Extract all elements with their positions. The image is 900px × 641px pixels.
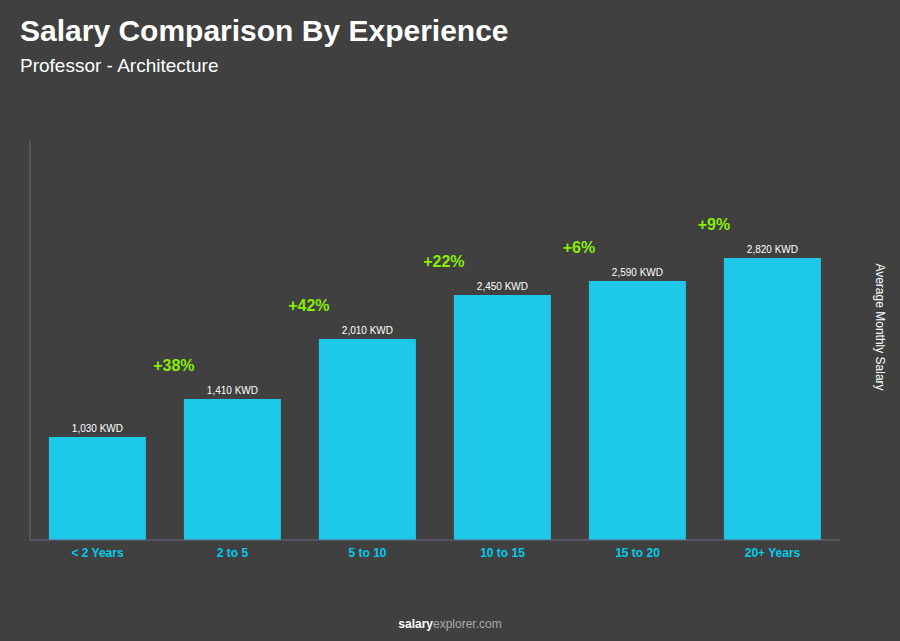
- svg-text:+6%: +6%: [563, 239, 595, 256]
- svg-text:< 2 Years: < 2 Years: [71, 546, 123, 560]
- html-text:Average Monthly Salary: Average Monthly Salary: [873, 263, 887, 391]
- svg-text:2,450 KWD: 2,450 KWD: [477, 281, 528, 292]
- svg-text:+22%: +22%: [423, 253, 464, 270]
- html-text:Salary Comparison By Experienc: Salary Comparison By Experience: [20, 14, 509, 47]
- svg-text:15 to 20: 15 to 20: [615, 546, 660, 560]
- svg-text:2,010 KWD: 2,010 KWD: [342, 325, 393, 336]
- svg-text:5 to 10: 5 to 10: [348, 546, 386, 560]
- svg-text:+9%: +9%: [698, 216, 730, 233]
- svg-text:2,590 KWD: 2,590 KWD: [612, 267, 663, 278]
- svg-text:2,820 KWD: 2,820 KWD: [747, 244, 798, 255]
- html-text:Professor - Architecture: Professor - Architecture: [20, 55, 219, 76]
- svg-text:1,030 KWD: 1,030 KWD: [72, 423, 123, 434]
- svg-text:1,410 KWD: 1,410 KWD: [207, 385, 258, 396]
- svg-text:10 to 15: 10 to 15: [480, 546, 525, 560]
- svg-text:+42%: +42%: [288, 297, 329, 314]
- svg-text:2 to 5: 2 to 5: [217, 546, 249, 560]
- html-text:salary explorer.com: salary explorer.com: [398, 617, 502, 631]
- svg-text:+38%: +38%: [153, 357, 194, 374]
- svg-text:20+ Years: 20+ Years: [745, 546, 801, 560]
